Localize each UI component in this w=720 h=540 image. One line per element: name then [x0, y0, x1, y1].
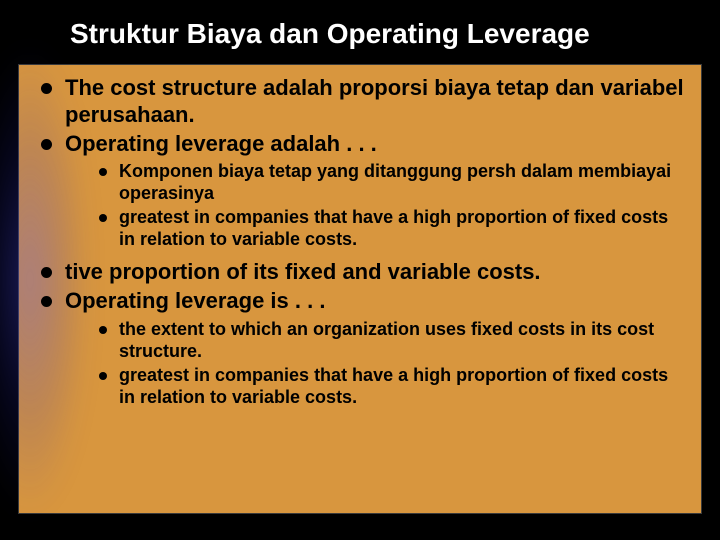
bullet-text: the extent to which an organization uses…: [119, 319, 654, 361]
bullet-text: Operating leverage adalah . . .: [65, 131, 377, 156]
sub-bullet-list: the extent to which an organization uses…: [65, 319, 687, 409]
slide-title: Struktur Biaya dan Operating Leverage: [0, 0, 720, 64]
list-item: tive proportion of its fixed and variabl…: [39, 259, 687, 286]
bullet-text: Operating leverage is . . .: [65, 288, 325, 313]
bullet-text: greatest in companies that have a high p…: [119, 207, 668, 249]
main-bullet-list: The cost structure adalah proporsi biaya…: [33, 75, 687, 409]
bullet-text: greatest in companies that have a high p…: [119, 365, 668, 407]
bullet-text: tive proportion of its fixed and variabl…: [65, 259, 541, 284]
list-item: greatest in companies that have a high p…: [97, 365, 687, 409]
list-item: greatest in companies that have a high p…: [97, 207, 687, 251]
bullet-text: The cost structure adalah proporsi biaya…: [65, 75, 684, 127]
list-item: Operating leverage adalah . . . Komponen…: [39, 131, 687, 252]
list-item: the extent to which an organization uses…: [97, 319, 687, 363]
content-box: The cost structure adalah proporsi biaya…: [18, 64, 702, 514]
list-item: The cost structure adalah proporsi biaya…: [39, 75, 687, 129]
list-item: Operating leverage is . . . the extent t…: [39, 288, 687, 409]
sub-bullet-list: Komponen biaya tetap yang ditanggung per…: [65, 161, 687, 251]
bullet-text: Komponen biaya tetap yang ditanggung per…: [119, 161, 671, 203]
list-item: Komponen biaya tetap yang ditanggung per…: [97, 161, 687, 205]
